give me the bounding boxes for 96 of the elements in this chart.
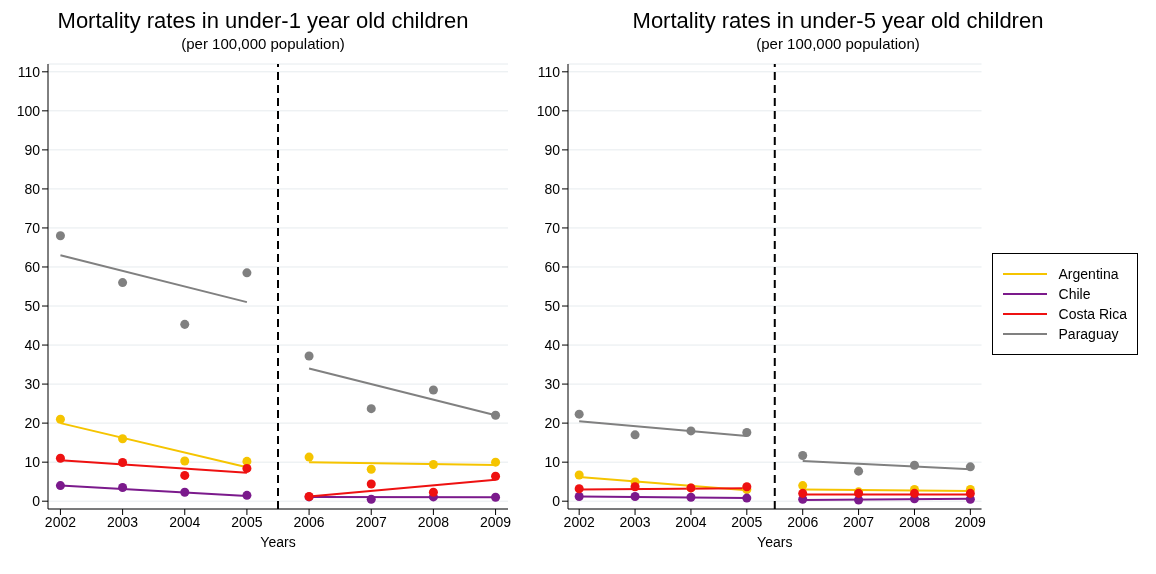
point: [55, 414, 65, 424]
point: [574, 484, 584, 494]
point: [55, 453, 65, 463]
y-tick-label: 70: [544, 219, 561, 236]
point: [242, 463, 252, 473]
x-tick-label: 2002: [44, 513, 77, 530]
point: [630, 430, 640, 440]
y-tick-label: 70: [24, 219, 41, 236]
x-tick-label: 2004: [169, 513, 201, 530]
point: [965, 462, 975, 472]
point: [798, 451, 808, 461]
y-tick-label: 40: [544, 337, 561, 354]
point: [909, 460, 919, 470]
chart-subtitle: (per 100,000 population): [755, 34, 921, 54]
x-axis-title: Years: [260, 534, 296, 550]
x-tick-label: 2003: [107, 513, 139, 530]
point: [428, 487, 438, 497]
x-tick-label: 2009: [479, 513, 512, 530]
y-tick-label: 90: [24, 141, 41, 158]
point: [742, 493, 752, 503]
y-tick-label: 20: [24, 415, 41, 432]
y-tick-label: 40: [24, 337, 41, 354]
chart-title: Mortality rates in under-5 year old children: [631, 8, 1045, 34]
point: [630, 492, 640, 502]
x-tick-label: 2006: [293, 513, 325, 530]
point: [55, 481, 65, 491]
point: [180, 319, 190, 329]
y-tick-label: 20: [544, 415, 561, 432]
point: [854, 466, 864, 476]
y-tick-label: 30: [24, 376, 41, 393]
y-tick-label: 110: [537, 63, 561, 80]
point: [686, 492, 696, 502]
point: [428, 385, 438, 395]
y-tick-label: 10: [544, 454, 561, 471]
point: [118, 483, 128, 493]
legend-label: Chile: [1058, 286, 1091, 302]
x-tick-label: 2004: [675, 513, 707, 530]
y-tick-label: 80: [24, 180, 41, 197]
point: [798, 481, 808, 491]
legend-label: Paraguay: [1058, 326, 1119, 342]
y-tick-label: 50: [544, 297, 561, 314]
point: [118, 278, 128, 288]
point: [180, 470, 190, 480]
x-tick-label: 2005: [731, 513, 763, 530]
point: [304, 452, 314, 462]
legend-label: Argentina: [1058, 266, 1119, 282]
x-tick-label: 2003: [619, 513, 651, 530]
point: [428, 459, 438, 470]
point: [798, 488, 808, 498]
y-tick-label: 30: [544, 376, 561, 393]
y-tick-label: 100: [16, 102, 41, 119]
point: [491, 471, 501, 481]
legend-label: Costa Rica: [1058, 306, 1127, 322]
point: [242, 268, 252, 278]
point: [180, 487, 190, 497]
point: [55, 231, 65, 241]
y-tick-label: 50: [24, 297, 41, 314]
y-tick-label: 100: [536, 102, 561, 119]
point: [491, 410, 501, 420]
point: [574, 470, 584, 480]
point: [366, 494, 376, 504]
y-tick-label: 80: [544, 180, 561, 197]
y-tick-label: 60: [24, 258, 41, 275]
point: [686, 426, 696, 436]
point: [180, 456, 190, 466]
y-tick-label: 110: [17, 63, 41, 80]
point: [118, 458, 128, 468]
point: [366, 479, 376, 489]
x-axis-title: Years: [757, 534, 793, 550]
x-tick-label: 2008: [417, 513, 450, 530]
chart-subtitle: (per 100,000 population): [180, 34, 346, 54]
x-tick-label: 2007: [843, 513, 875, 530]
point: [242, 490, 252, 500]
point: [742, 427, 752, 437]
y-tick-label: 60: [544, 258, 561, 275]
y-tick-label: 0: [32, 493, 41, 510]
point: [965, 488, 975, 498]
y-tick-label: 10: [24, 454, 41, 471]
point: [491, 492, 501, 502]
y-tick-label: 90: [544, 141, 561, 158]
x-tick-label: 2005: [231, 513, 263, 530]
point: [118, 434, 128, 444]
x-tick-label: 2006: [787, 513, 819, 530]
x-tick-label: 2002: [563, 513, 595, 530]
point: [366, 404, 376, 414]
x-tick-label: 2008: [898, 513, 931, 530]
x-tick-label: 2007: [355, 513, 388, 530]
y-tick-label: 0: [552, 493, 561, 510]
point: [366, 464, 376, 474]
point: [909, 488, 919, 498]
x-tick-label: 2009: [954, 513, 987, 530]
point: [630, 482, 640, 492]
point: [574, 409, 584, 419]
point: [491, 457, 501, 467]
point: [304, 351, 314, 361]
chart-title: Mortality rates in under-1 year old children: [56, 8, 470, 34]
